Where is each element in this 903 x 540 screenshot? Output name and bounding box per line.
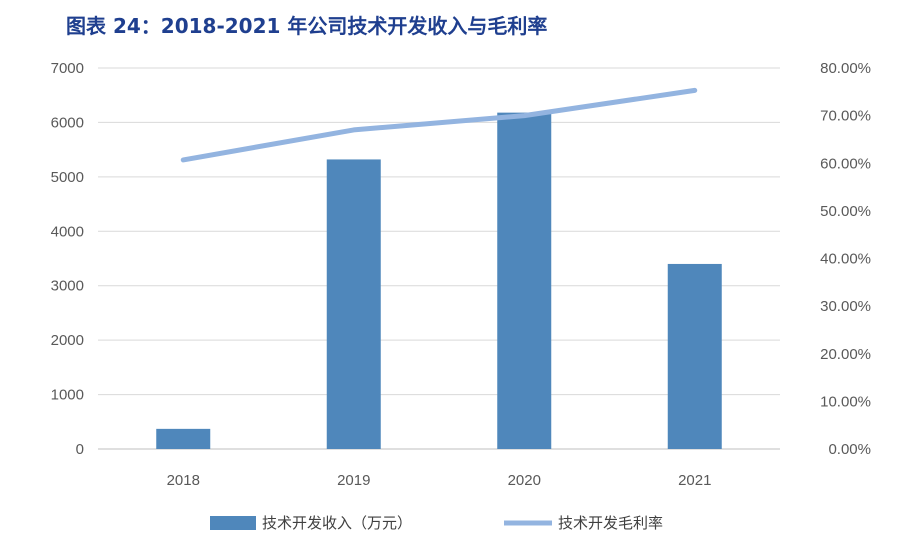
x-tick-label: 2020 <box>508 472 541 489</box>
left-tick-label: 7000 <box>51 60 84 77</box>
legend-label-bar: 技术开发收入（万元） <box>262 514 412 532</box>
line-series <box>180 87 698 163</box>
x-tick-label: 2018 <box>167 472 200 489</box>
line-series-path <box>180 87 698 163</box>
right-tick-label: 70.00% <box>820 108 871 125</box>
bar <box>497 112 552 449</box>
right-tick-label: 40.00% <box>820 251 871 268</box>
right-tick-label: 30.00% <box>820 298 871 315</box>
left-tick-label: 2000 <box>51 332 84 349</box>
legend-label-line: 技术开发毛利率 <box>558 514 663 532</box>
left-tick-label: 4000 <box>51 223 84 240</box>
legend: 技术开发收入（万元） 技术开发毛利率 <box>210 514 663 532</box>
x-axis-ticks: 2018 2019 2020 2021 <box>167 472 712 489</box>
left-tick-label: 0 <box>76 441 84 458</box>
bar-series <box>156 112 722 449</box>
legend-swatch-bar <box>210 516 256 530</box>
x-tick-label: 2021 <box>678 472 711 489</box>
right-tick-label: 0.00% <box>828 441 871 458</box>
right-tick-label: 20.00% <box>820 346 871 363</box>
chart-title: 图表 24：2018-2021 年公司技术开发收入与毛利率 <box>66 14 548 38</box>
right-tick-label: 60.00% <box>820 155 871 172</box>
right-tick-label: 10.00% <box>820 393 871 410</box>
right-tick-label: 50.00% <box>820 203 871 220</box>
left-tick-label: 3000 <box>51 278 84 295</box>
left-tick-label: 1000 <box>51 387 84 404</box>
bar <box>326 159 381 449</box>
left-axis-ticks: 0 1000 2000 3000 4000 5000 6000 7000 <box>51 60 84 458</box>
x-tick-label: 2019 <box>337 472 370 489</box>
left-tick-label: 6000 <box>51 114 84 131</box>
bar <box>156 428 211 449</box>
gridlines <box>98 67 780 450</box>
right-axis-ticks: 0.00% 10.00% 20.00% 30.00% 40.00% 50.00% 60.00… <box>820 60 871 458</box>
right-tick-label: 80.00% <box>820 60 871 77</box>
bar <box>667 263 722 449</box>
left-tick-label: 5000 <box>51 169 84 186</box>
